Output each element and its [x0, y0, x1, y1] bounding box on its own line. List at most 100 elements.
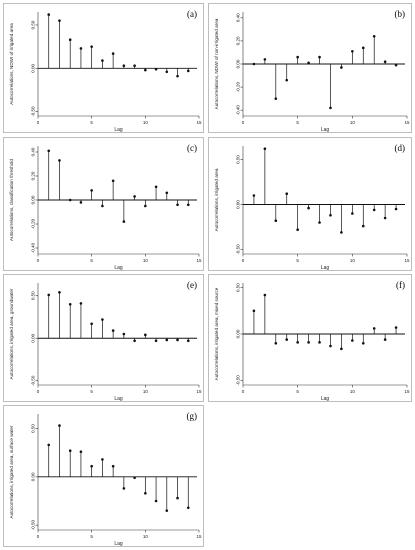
stem-point — [111, 329, 115, 332]
stem-point — [122, 332, 126, 336]
panel-label: (c) — [187, 143, 197, 153]
x-tick-label: 0 — [37, 389, 40, 394]
stem-point — [165, 338, 169, 342]
x-tick-label: 5 — [296, 389, 299, 394]
x-axis-title: Lag — [114, 541, 123, 547]
x-tick-label: 15 — [404, 120, 410, 125]
stem-point — [252, 309, 256, 313]
stem-point — [361, 224, 365, 228]
x-tick-label: 0 — [242, 120, 245, 125]
stem-point — [176, 203, 179, 207]
stem-point — [154, 339, 158, 343]
y-tick-label: 0.00 — [236, 329, 241, 338]
y-tick-label: 0.40 — [236, 13, 241, 22]
stem-point — [307, 206, 310, 210]
panel-label: (e) — [187, 280, 197, 290]
y-tick-label: 0.50 — [236, 155, 241, 164]
stem-point — [252, 194, 256, 197]
y-tick-label: -0.40 — [236, 105, 241, 116]
stem-point — [111, 179, 115, 183]
x-axis-title: Lag — [321, 127, 330, 133]
stem-point — [122, 64, 126, 68]
x-tick-label: 15 — [196, 389, 202, 394]
x-tick-label: 0 — [242, 389, 245, 394]
stem-point — [176, 74, 179, 78]
stem-point — [68, 198, 72, 202]
y-tick-label: 0.20 — [31, 171, 36, 180]
panel-f: (f) -0.50 0.00 0.50 0 5 10 15 Lag Autocorrelatio… — [208, 274, 412, 402]
stem-point — [329, 214, 332, 217]
y-tick-label: 0.00 — [236, 59, 241, 68]
x-tick-label: 5 — [90, 258, 93, 263]
y-axis-title: Autocorrelations, irrigated area, ground… — [9, 288, 14, 379]
stem-point — [165, 191, 169, 195]
panel-g: (g) -0.50 0.00 0.50 0 5 10 15 Lag Autocorrelatio… — [3, 405, 204, 547]
stem-point — [274, 219, 278, 222]
stem-point — [263, 58, 267, 61]
panel-b: (b) -0.40 -0.20 0.00 0.20 0.40 0 5 10 15 Lag Autoc… — [208, 3, 412, 133]
stem-point — [90, 45, 93, 48]
x-axis-title: Lag — [114, 265, 123, 271]
stem-point — [394, 63, 398, 67]
y-axis-title: Autocorrelations, NDWI of non-irrigated … — [214, 18, 219, 109]
stem-point — [186, 339, 190, 343]
stem-point — [340, 347, 343, 351]
stem-point — [383, 60, 387, 63]
stem-point — [318, 55, 321, 59]
stem-point — [361, 341, 365, 345]
x-tick-label: 15 — [404, 389, 410, 394]
stem-point — [79, 47, 83, 50]
x-tick-label: 15 — [196, 120, 202, 125]
stem-point — [101, 458, 104, 461]
stem-point — [68, 449, 72, 453]
stem-point — [79, 302, 83, 305]
x-tick-label: 15 — [196, 258, 202, 263]
stem-point — [176, 338, 179, 342]
x-tick-label: 10 — [143, 258, 149, 263]
x-tick-label: 0 — [37, 258, 40, 263]
panel-label: (a) — [187, 9, 197, 19]
x-axis-title: Lag — [321, 396, 330, 402]
y-tick-label: -0.50 — [31, 375, 36, 386]
x-tick-label: 0 — [37, 534, 40, 539]
stem-point — [186, 69, 190, 73]
chart-g: -0.50 0.00 0.50 0 5 10 15 Lag Autocorrelations, … — [9, 414, 202, 547]
y-axis-title: Autocorrelations, irrigated area — [214, 168, 219, 231]
y-tick-label: 0.00 — [31, 333, 36, 342]
y-tick-label: 0.50 — [236, 283, 241, 292]
x-tick-label: 10 — [143, 120, 149, 125]
stem-point — [144, 491, 147, 495]
y-axis-title: Autocorrelations, irrigated area, mixed … — [214, 287, 219, 380]
chart-c: -0.40 -0.20 0.00 0.20 0.40 0 5 10 15 Lag Autocorre… — [9, 146, 202, 271]
stem-point — [79, 450, 83, 453]
stem-point — [58, 291, 61, 294]
y-tick-label: -0.20 — [31, 218, 36, 229]
stem-point — [79, 201, 83, 204]
stem-point — [274, 341, 278, 345]
y-tick-label: -0.50 — [236, 375, 241, 386]
x-axis-title: Lag — [114, 396, 123, 402]
stem-point — [58, 159, 61, 162]
stem-point — [263, 293, 267, 297]
stem-point — [58, 424, 61, 427]
stem-point — [340, 231, 343, 234]
stem-point — [372, 34, 376, 38]
stem-point — [111, 52, 115, 55]
y-tick-label: 0.50 — [31, 20, 36, 29]
stem-point — [144, 333, 147, 337]
stem-point — [47, 149, 51, 153]
stem-point — [111, 464, 115, 468]
x-tick-label: 0 — [37, 120, 40, 125]
y-tick-label: 0.20 — [236, 36, 241, 45]
stem-point — [274, 97, 278, 100]
stem-point — [122, 220, 126, 223]
stem-point — [68, 38, 72, 42]
y-tick-label: 0.40 — [31, 147, 36, 156]
stem-point — [372, 327, 376, 330]
stem-point — [122, 487, 126, 490]
y-axis-title: Autocorrelations, irrigated area, surfac… — [9, 425, 14, 518]
y-tick-label: 0.00 — [31, 195, 36, 204]
x-tick-label: 10 — [143, 389, 149, 394]
stem-point — [90, 189, 93, 192]
x-tick-label: 10 — [350, 389, 356, 394]
